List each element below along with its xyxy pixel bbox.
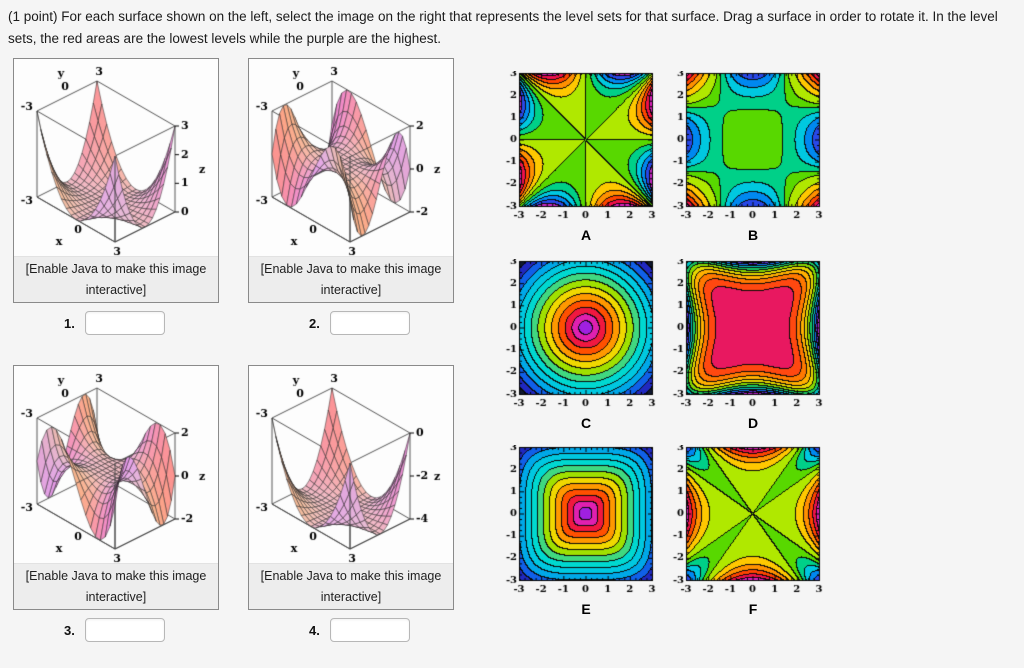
answer-input-4[interactable] <box>330 618 410 642</box>
java-caption: [Enable Java to make this image interact… <box>249 256 453 302</box>
contour-plot-f <box>672 445 824 597</box>
answer-label-1: 1. <box>64 316 75 331</box>
contour-label-b: B <box>747 227 759 243</box>
problem-statement: (1 point) For each surface shown on the … <box>8 9 998 46</box>
contour-label-e: E <box>581 601 591 617</box>
surface-panel-3: [Enable Java to make this image interact… <box>13 365 219 610</box>
caption-line2: interactive] <box>85 283 147 298</box>
contour-figure-e: E <box>505 445 657 617</box>
answer-row-3: 3. <box>64 618 194 644</box>
java-caption: [Enable Java to make this image interact… <box>249 563 453 609</box>
answer-row-2: 2. <box>309 311 439 337</box>
answer-label-2: 2. <box>309 316 320 331</box>
contour-plot-d <box>672 259 824 411</box>
contour-plot-a <box>505 71 657 223</box>
java-caption: [Enable Java to make this image interact… <box>14 256 218 302</box>
contour-plot-e <box>505 445 657 597</box>
surface-panel-1: [Enable Java to make this image interact… <box>13 58 219 303</box>
contour-figure-f: F <box>672 445 824 617</box>
answer-row-4: 4. <box>309 618 439 644</box>
surface-3d-plot-2[interactable] <box>249 59 453 256</box>
contour-label-d: D <box>747 415 759 431</box>
caption-line1: [Enable Java to make this image <box>25 569 207 583</box>
caption-line2: interactive] <box>320 590 382 605</box>
caption-line1: [Enable Java to make this image <box>260 569 442 583</box>
contour-figure-d: D <box>672 259 824 431</box>
answer-label-4: 4. <box>309 623 320 638</box>
surface-panel-4: [Enable Java to make this image interact… <box>248 365 454 610</box>
answer-label-3: 3. <box>64 623 75 638</box>
contour-figure-b: B <box>672 71 824 243</box>
surface-panel-2: [Enable Java to make this image interact… <box>248 58 454 303</box>
answer-input-3[interactable] <box>85 618 165 642</box>
answer-input-2[interactable] <box>330 311 410 335</box>
answer-row-1: 1. <box>64 311 194 337</box>
contour-figure-a: A <box>505 71 657 243</box>
java-caption: [Enable Java to make this image interact… <box>14 563 218 609</box>
contour-label-c: C <box>580 415 592 431</box>
contour-label-a: A <box>580 227 592 243</box>
surface-3d-plot-3[interactable] <box>14 366 218 563</box>
contour-plot-b <box>672 71 824 223</box>
contour-label-f: F <box>748 601 758 617</box>
contour-plot-c <box>505 259 657 411</box>
answer-input-1[interactable] <box>85 311 165 335</box>
caption-line1: [Enable Java to make this image <box>25 262 207 276</box>
caption-line2: interactive] <box>85 590 147 605</box>
surface-3d-plot-1[interactable] <box>14 59 218 256</box>
contour-figure-c: C <box>505 259 657 431</box>
surface-3d-plot-4[interactable] <box>249 366 453 563</box>
caption-line2: interactive] <box>320 283 382 298</box>
caption-line1: [Enable Java to make this image <box>260 262 442 276</box>
